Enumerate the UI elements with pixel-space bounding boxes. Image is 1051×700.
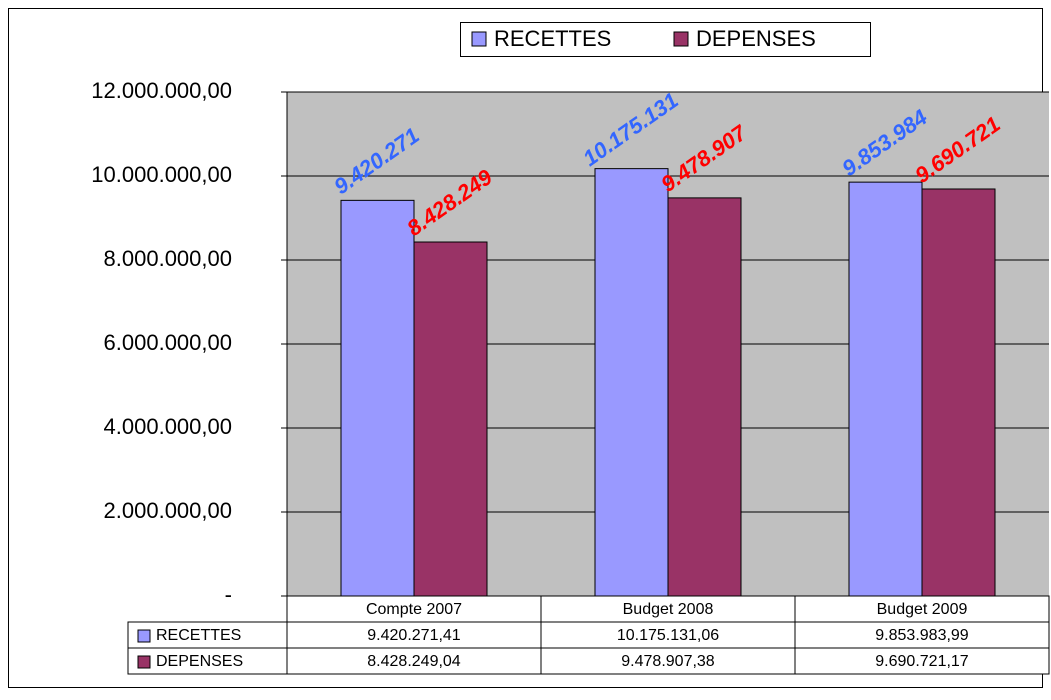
legend-key <box>471 31 487 47</box>
y-tick-label: 10.000.000,00 <box>91 162 232 187</box>
y-tick-label: - <box>225 582 232 607</box>
y-tick-label: 8.000.000,00 <box>104 246 232 271</box>
table-cell: 9.420.271,41 <box>367 627 461 644</box>
y-tick-label: 12.000.000,00 <box>91 78 232 103</box>
table-legend-key <box>137 655 151 669</box>
table-cell: 10.175.131,06 <box>617 627 719 644</box>
bar <box>594 168 669 597</box>
legend-box <box>460 22 871 57</box>
bar <box>340 199 415 597</box>
bar <box>413 241 488 597</box>
table-row-label: DEPENSES <box>156 653 243 670</box>
table-row-label: RECETTES <box>156 627 241 644</box>
x-tick-label: Budget 2009 <box>877 601 968 618</box>
table-legend-key <box>137 629 151 643</box>
legend-key <box>673 31 689 47</box>
table-cell: 9.853.983,99 <box>875 627 969 644</box>
y-tick-label: 2.000.000,00 <box>104 498 232 523</box>
table-cell: 8.428.249,04 <box>367 653 461 670</box>
table-cell: 9.478.907,38 <box>621 653 715 670</box>
y-tick-label: 4.000.000,00 <box>104 414 232 439</box>
y-tick-label: 6.000.000,00 <box>104 330 232 355</box>
legend-label: RECETTES <box>494 26 611 51</box>
table-cell: 9.690.721,17 <box>875 653 969 670</box>
bar <box>921 188 996 597</box>
bar <box>667 197 742 597</box>
bar <box>848 181 923 597</box>
x-tick-label: Budget 2008 <box>623 601 714 618</box>
x-tick-label: Compte 2007 <box>366 601 462 618</box>
legend-label: DEPENSES <box>696 26 816 51</box>
